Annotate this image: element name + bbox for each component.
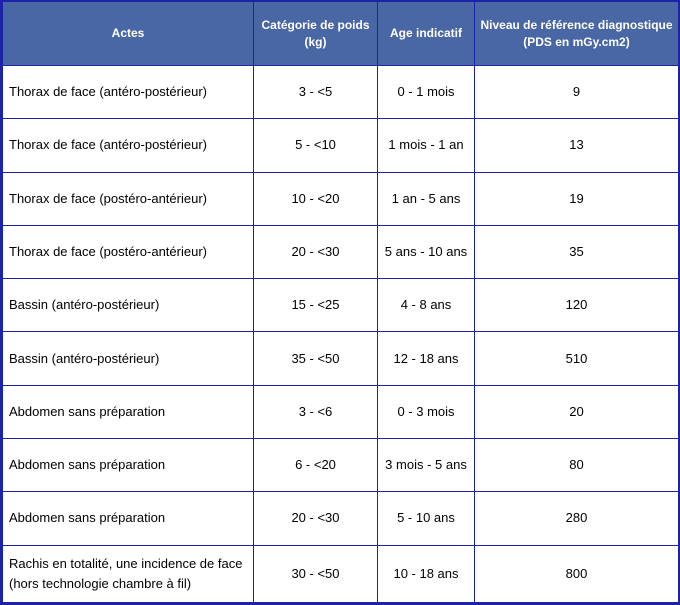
cell-age: 5 - 10 ans — [377, 491, 475, 546]
cell-age: 3 mois - 5 ans — [377, 437, 475, 493]
table-row: Thorax de face (antéro-postérieur) 3 - <… — [2, 64, 679, 120]
table-row: Thorax de face (postéro-antérieur) 20 - … — [2, 224, 679, 280]
cell-acte: Bassin (antéro-postérieur) — [2, 278, 254, 333]
cell-niveau: 120 — [474, 278, 679, 333]
cell-poids: 3 - <6 — [253, 384, 378, 439]
cell-poids: 35 - <50 — [253, 331, 378, 386]
cell-acte: Abdomen sans préparation — [2, 384, 254, 439]
cell-acte: Thorax de face (antéro-postérieur) — [2, 118, 254, 173]
table-row: Abdomen sans préparation 6 - <20 3 mois … — [2, 437, 679, 493]
cell-acte: Abdomen sans préparation — [2, 437, 254, 493]
cell-poids: 5 - <10 — [253, 118, 378, 173]
cell-age: 0 - 1 mois — [377, 64, 475, 120]
table-row: Abdomen sans préparation 3 - <6 0 - 3 mo… — [2, 384, 679, 439]
cell-acte-line1: Rachis en totalité, une incidence de fac… — [9, 555, 243, 571]
cell-niveau: 19 — [474, 171, 679, 226]
table-row: Abdomen sans préparation 20 - <30 5 - 10… — [2, 491, 679, 546]
cell-acte: Bassin (antéro-postérieur) — [2, 331, 254, 386]
cell-niveau: 35 — [474, 224, 679, 280]
cell-acte: Thorax de face (postéro-antérieur) — [2, 171, 254, 226]
cell-poids: 20 - <30 — [253, 224, 378, 280]
cell-niveau: 13 — [474, 118, 679, 173]
cell-acte: Thorax de face (antéro-postérieur) — [2, 64, 254, 120]
cell-acte: Thorax de face (postéro-antérieur) — [2, 224, 254, 280]
table-row: Bassin (antéro-postérieur) 35 - <50 12 -… — [2, 331, 679, 386]
cell-niveau: 510 — [474, 331, 679, 386]
cell-niveau: 280 — [474, 491, 679, 546]
header-categorie-line2: (kg) — [304, 34, 327, 49]
cell-niveau: 9 — [474, 64, 679, 120]
cell-niveau: 80 — [474, 437, 679, 493]
table-row: Thorax de face (postéro-antérieur) 10 - … — [2, 171, 679, 226]
cell-age: 5 ans - 10 ans — [377, 224, 475, 280]
header-categorie-poids: Catégorie de poids (kg) — [253, 1, 378, 66]
cell-acte-line2: (hors technologie chambre à fil) — [9, 575, 192, 591]
table-row: Bassin (antéro-postérieur) 15 - <25 4 - … — [2, 278, 679, 333]
cell-age: 1 mois - 1 an — [377, 118, 475, 173]
cell-poids: 6 - <20 — [253, 437, 378, 493]
header-niveau-line2: (PDS en mGy.cm2) — [523, 34, 630, 49]
header-niveau-reference: Niveau de référence diagnostique (PDS en… — [474, 1, 679, 66]
cell-poids: 20 - <30 — [253, 491, 378, 546]
cell-niveau: 800 — [474, 544, 679, 604]
cell-poids: 15 - <25 — [253, 278, 378, 333]
cell-age: 1 an - 5 ans — [377, 171, 475, 226]
cell-age: 12 - 18 ans — [377, 331, 475, 386]
cell-niveau: 20 — [474, 384, 679, 439]
table-row: Thorax de face (antéro-postérieur) 5 - <… — [2, 118, 679, 173]
table-header-row: Actes Catégorie de poids (kg) Age indica… — [2, 1, 679, 66]
cell-age: 4 - 8 ans — [377, 278, 475, 333]
header-age-indicatif: Age indicatif — [377, 1, 475, 66]
header-categorie-line1: Catégorie de poids — [261, 17, 370, 32]
cell-poids: 3 - <5 — [253, 64, 378, 120]
cell-poids: 30 - <50 — [253, 544, 378, 604]
cell-age: 0 - 3 mois — [377, 384, 475, 439]
table-row: Rachis en totalité, une incidence de fac… — [2, 544, 679, 604]
cell-poids: 10 - <20 — [253, 171, 378, 226]
header-actes: Actes — [2, 1, 254, 66]
cell-age: 10 - 18 ans — [377, 544, 475, 604]
cell-acte: Abdomen sans préparation — [2, 491, 254, 546]
cell-acte: Rachis en totalité, une incidence de fac… — [2, 544, 254, 604]
header-niveau-line1: Niveau de référence diagnostique — [480, 17, 673, 32]
